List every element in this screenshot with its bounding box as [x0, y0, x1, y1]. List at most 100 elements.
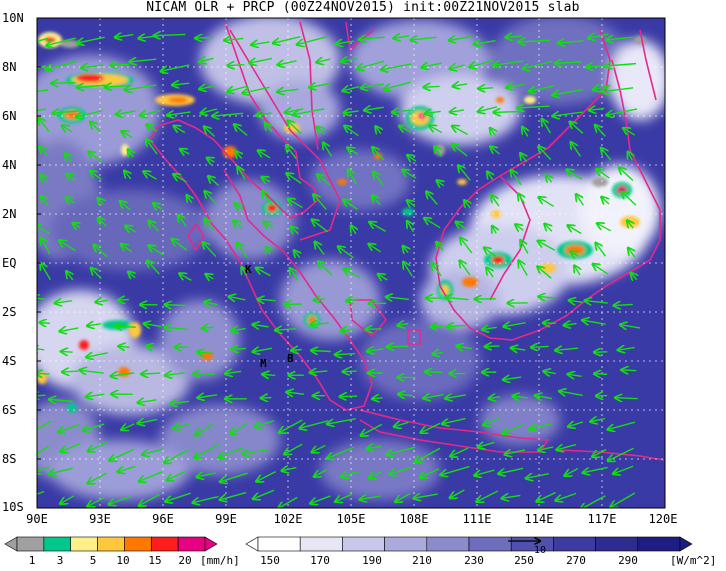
lat-label: 6S [2, 403, 17, 417]
wind-arrow [128, 150, 133, 158]
wind-arrow [90, 171, 102, 180]
wind-arrow [460, 261, 471, 276]
wind-arrow [227, 85, 248, 92]
wind-arrow [425, 111, 441, 113]
wind-arrow [631, 273, 637, 280]
wind-arrow [436, 242, 443, 251]
wind-arrow [37, 490, 45, 495]
wind-arrow [492, 226, 496, 233]
wind-arrow [545, 224, 552, 231]
wind-arrow [582, 320, 606, 324]
wind-arrow [618, 348, 635, 351]
wind-arrow [37, 38, 49, 42]
wind-arrow [46, 60, 77, 70]
wind-arrow [120, 201, 131, 211]
lon-label: 105E [336, 512, 366, 526]
olr-colorbar-label: 270 [566, 554, 586, 567]
wind-arrow [620, 325, 641, 328]
wind-arrow [504, 323, 526, 327]
wind-arrow [607, 37, 634, 40]
wind-arrow [65, 154, 72, 163]
wind-arrow [424, 395, 444, 399]
wind-arrow [81, 65, 104, 68]
precip-colorbar-label: 5 [89, 554, 97, 567]
wind-arrow [568, 374, 582, 376]
lon-label: 108E [399, 512, 429, 526]
wind-arrow [317, 59, 331, 62]
wind-arrow [230, 423, 247, 434]
precip-colorbar-label: 1 [28, 554, 36, 567]
wind-arrow [317, 127, 326, 134]
wind-arrow [279, 419, 303, 433]
wind-arrow [450, 447, 469, 456]
wind-arrow [475, 469, 495, 475]
wind-arrow [327, 446, 355, 458]
wind-arrow [513, 396, 528, 398]
wind-arrow [250, 58, 273, 63]
wind-arrow [622, 192, 637, 206]
wind-arrow [88, 441, 108, 451]
wind-arrow [557, 443, 577, 450]
wind-arrow [116, 111, 136, 115]
lat-label: 10N [2, 11, 24, 25]
wind-arrow [220, 472, 248, 482]
wind-arrow [487, 172, 492, 181]
lat-label: 4N [2, 158, 17, 172]
wind-arrow [357, 60, 385, 68]
wind-arrow [478, 107, 498, 112]
colorbar-swatch [97, 536, 125, 552]
wind-arrow [40, 175, 47, 181]
wind-arrow [278, 61, 297, 65]
wind-arrow [61, 351, 73, 352]
wind-arrow [403, 246, 408, 252]
wind-arrow [420, 468, 440, 478]
wind-arrow [425, 372, 443, 373]
wind-arrow [87, 353, 108, 357]
lon-label: 111E [462, 512, 492, 526]
wind-arrow [37, 298, 47, 300]
wind-arrow [338, 247, 354, 259]
wind-arrow [348, 148, 359, 154]
wind-arrow [77, 85, 106, 87]
wind-arrow [602, 197, 609, 204]
wind-arrow [38, 118, 50, 132]
wind-arrow [173, 174, 187, 183]
wind-arrow [568, 422, 584, 427]
colorbar-swatch [177, 536, 206, 552]
wind-arrow [109, 495, 131, 504]
map-title: NICAM OLR + PRCP (00Z24NOV2015) init:00Z… [146, 0, 580, 15]
wind-arrow [596, 243, 606, 257]
wind-arrow [233, 221, 243, 228]
wind-arrow [37, 466, 50, 473]
wind-arrow [490, 147, 501, 155]
wind-arrow [149, 246, 164, 256]
wind-arrow [165, 373, 185, 376]
wind-arrow [372, 398, 383, 399]
wind-arrow [415, 447, 441, 462]
wind-arrow [124, 171, 130, 180]
reference-vector-label: 10 [534, 545, 546, 556]
wind-arrow [506, 36, 523, 37]
wind-arrow [433, 352, 443, 354]
wind-arrow [258, 151, 271, 159]
wind-arrow [37, 89, 49, 92]
precip-colorbar-label: 20 [178, 554, 192, 567]
wind-arrow [519, 40, 551, 42]
lon-label: 114E [524, 512, 554, 526]
wind-arrow [73, 223, 80, 227]
wind-arrow [39, 147, 48, 156]
wind-arrow [178, 215, 187, 227]
wind-arrow [523, 60, 553, 68]
wind-arrow [606, 64, 637, 66]
wind-arrow [312, 444, 326, 452]
colorbar-swatch [426, 536, 470, 552]
wind-arrow [314, 194, 327, 210]
wind-arrow [125, 226, 136, 232]
wind-arrow [555, 62, 582, 63]
wind-arrow [318, 175, 331, 186]
colorbar-swatch [468, 536, 512, 552]
wind-arrow [297, 36, 327, 45]
wind-arrow [77, 36, 105, 43]
wind-arrow [147, 261, 160, 275]
wind-arrow [424, 86, 440, 87]
